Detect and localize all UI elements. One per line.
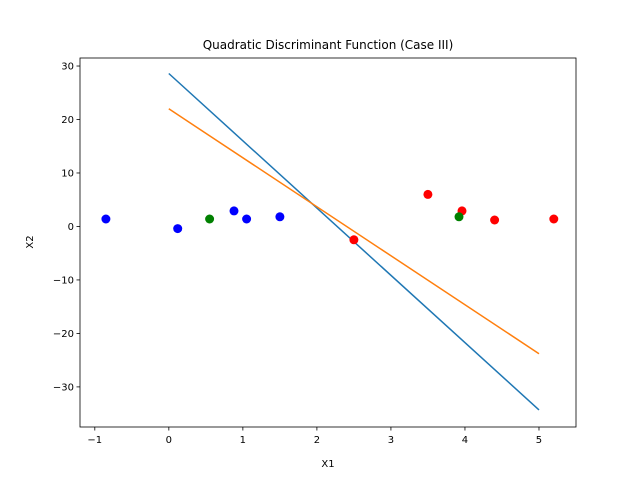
data-point-2-2: [423, 189, 433, 199]
y-tick-label: 20: [61, 115, 74, 126]
y-tick-label: −20: [53, 329, 74, 340]
data-point-1-5: [275, 212, 285, 222]
y-tick-label: 10: [61, 168, 74, 179]
y-tick-label: 0: [68, 222, 74, 233]
data-point-1-3: [229, 206, 239, 216]
axes-frame: [79, 57, 577, 428]
x-tick-label: −1: [87, 435, 102, 446]
x-tick-label: 4: [462, 435, 468, 446]
data-point-1-4: [242, 214, 252, 224]
y-axis-label: X2: [25, 235, 36, 248]
series-line-2: [168, 108, 540, 355]
data-point-3-1: [205, 214, 215, 224]
data-point-2-5: [549, 214, 559, 224]
data-point-3-2: [454, 212, 464, 222]
y-tick-label: −10: [53, 275, 74, 286]
x-axis-label: X1: [321, 459, 334, 470]
x-tick-label: 5: [536, 435, 542, 446]
y-tick-label: 30: [61, 62, 74, 73]
x-tick-label: 0: [166, 435, 172, 446]
data-point-1-1: [101, 214, 111, 224]
x-tick-label: 2: [314, 435, 320, 446]
data-point-2-1: [349, 235, 359, 245]
x-tick-label: 1: [240, 435, 246, 446]
data-point-1-2: [173, 224, 183, 234]
data-point-2-4: [490, 215, 500, 225]
x-tick-label: 3: [388, 435, 394, 446]
chart-title: Quadratic Discriminant Function (Case II…: [203, 38, 454, 52]
y-tick-label: −30: [53, 382, 74, 393]
